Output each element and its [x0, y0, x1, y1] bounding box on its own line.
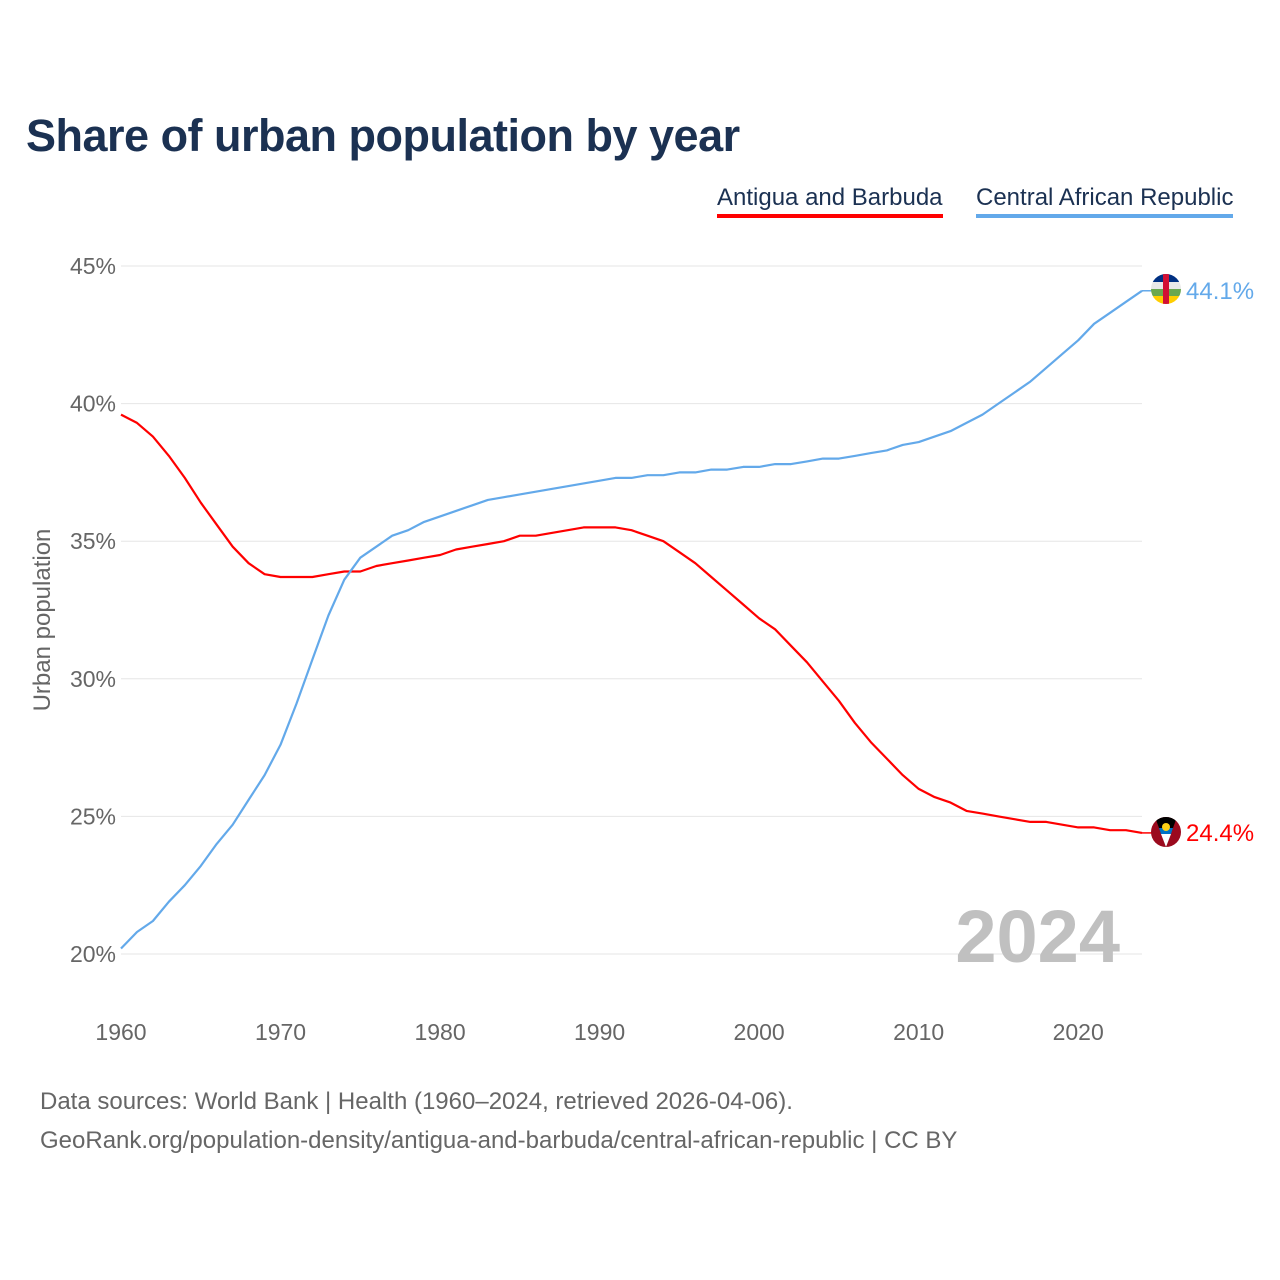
footer-sources: Data sources: World Bank | Health (1960–…: [40, 1088, 793, 1115]
series-line-0[interactable]: [120, 413, 1143, 834]
x-tick-label: 1980: [414, 1019, 465, 1045]
x-tick-label: 2010: [893, 1019, 944, 1045]
series-line-1[interactable]: [120, 289, 1143, 950]
y-tick-label: 20%: [70, 941, 116, 967]
x-tick-label: 1990: [574, 1019, 625, 1045]
x-tick-label: 1960: [95, 1019, 146, 1045]
footer-url[interactable]: GeoRank.org/population-density/antigua-a…: [40, 1127, 958, 1154]
y-tick-label: 40%: [70, 391, 116, 417]
x-tick-label: 2020: [1053, 1019, 1104, 1045]
legend-antigua-and-barbuda[interactable]: Antigua and Barbuda: [717, 184, 943, 218]
x-tick-label: 1970: [255, 1019, 306, 1045]
y-tick-label: 45%: [70, 253, 116, 279]
legend-central-african-republic[interactable]: Central African Republic: [976, 184, 1234, 218]
y-axis-label: Urban population: [29, 529, 56, 712]
chart-title: Share of urban population by year: [26, 110, 740, 161]
end-value-label: 44.1%: [1186, 278, 1254, 305]
y-tick-label: 35%: [70, 528, 116, 554]
flag-antigua-and-barbuda-icon: [1151, 817, 1181, 847]
end-value-label: 24.4%: [1186, 820, 1254, 847]
x-tick-label: 2000: [734, 1019, 785, 1045]
year-watermark: 2024: [955, 895, 1120, 978]
flag-central-african-republic-icon: [1151, 274, 1181, 304]
y-tick-label: 25%: [70, 803, 116, 829]
y-tick-label: 30%: [70, 666, 116, 692]
